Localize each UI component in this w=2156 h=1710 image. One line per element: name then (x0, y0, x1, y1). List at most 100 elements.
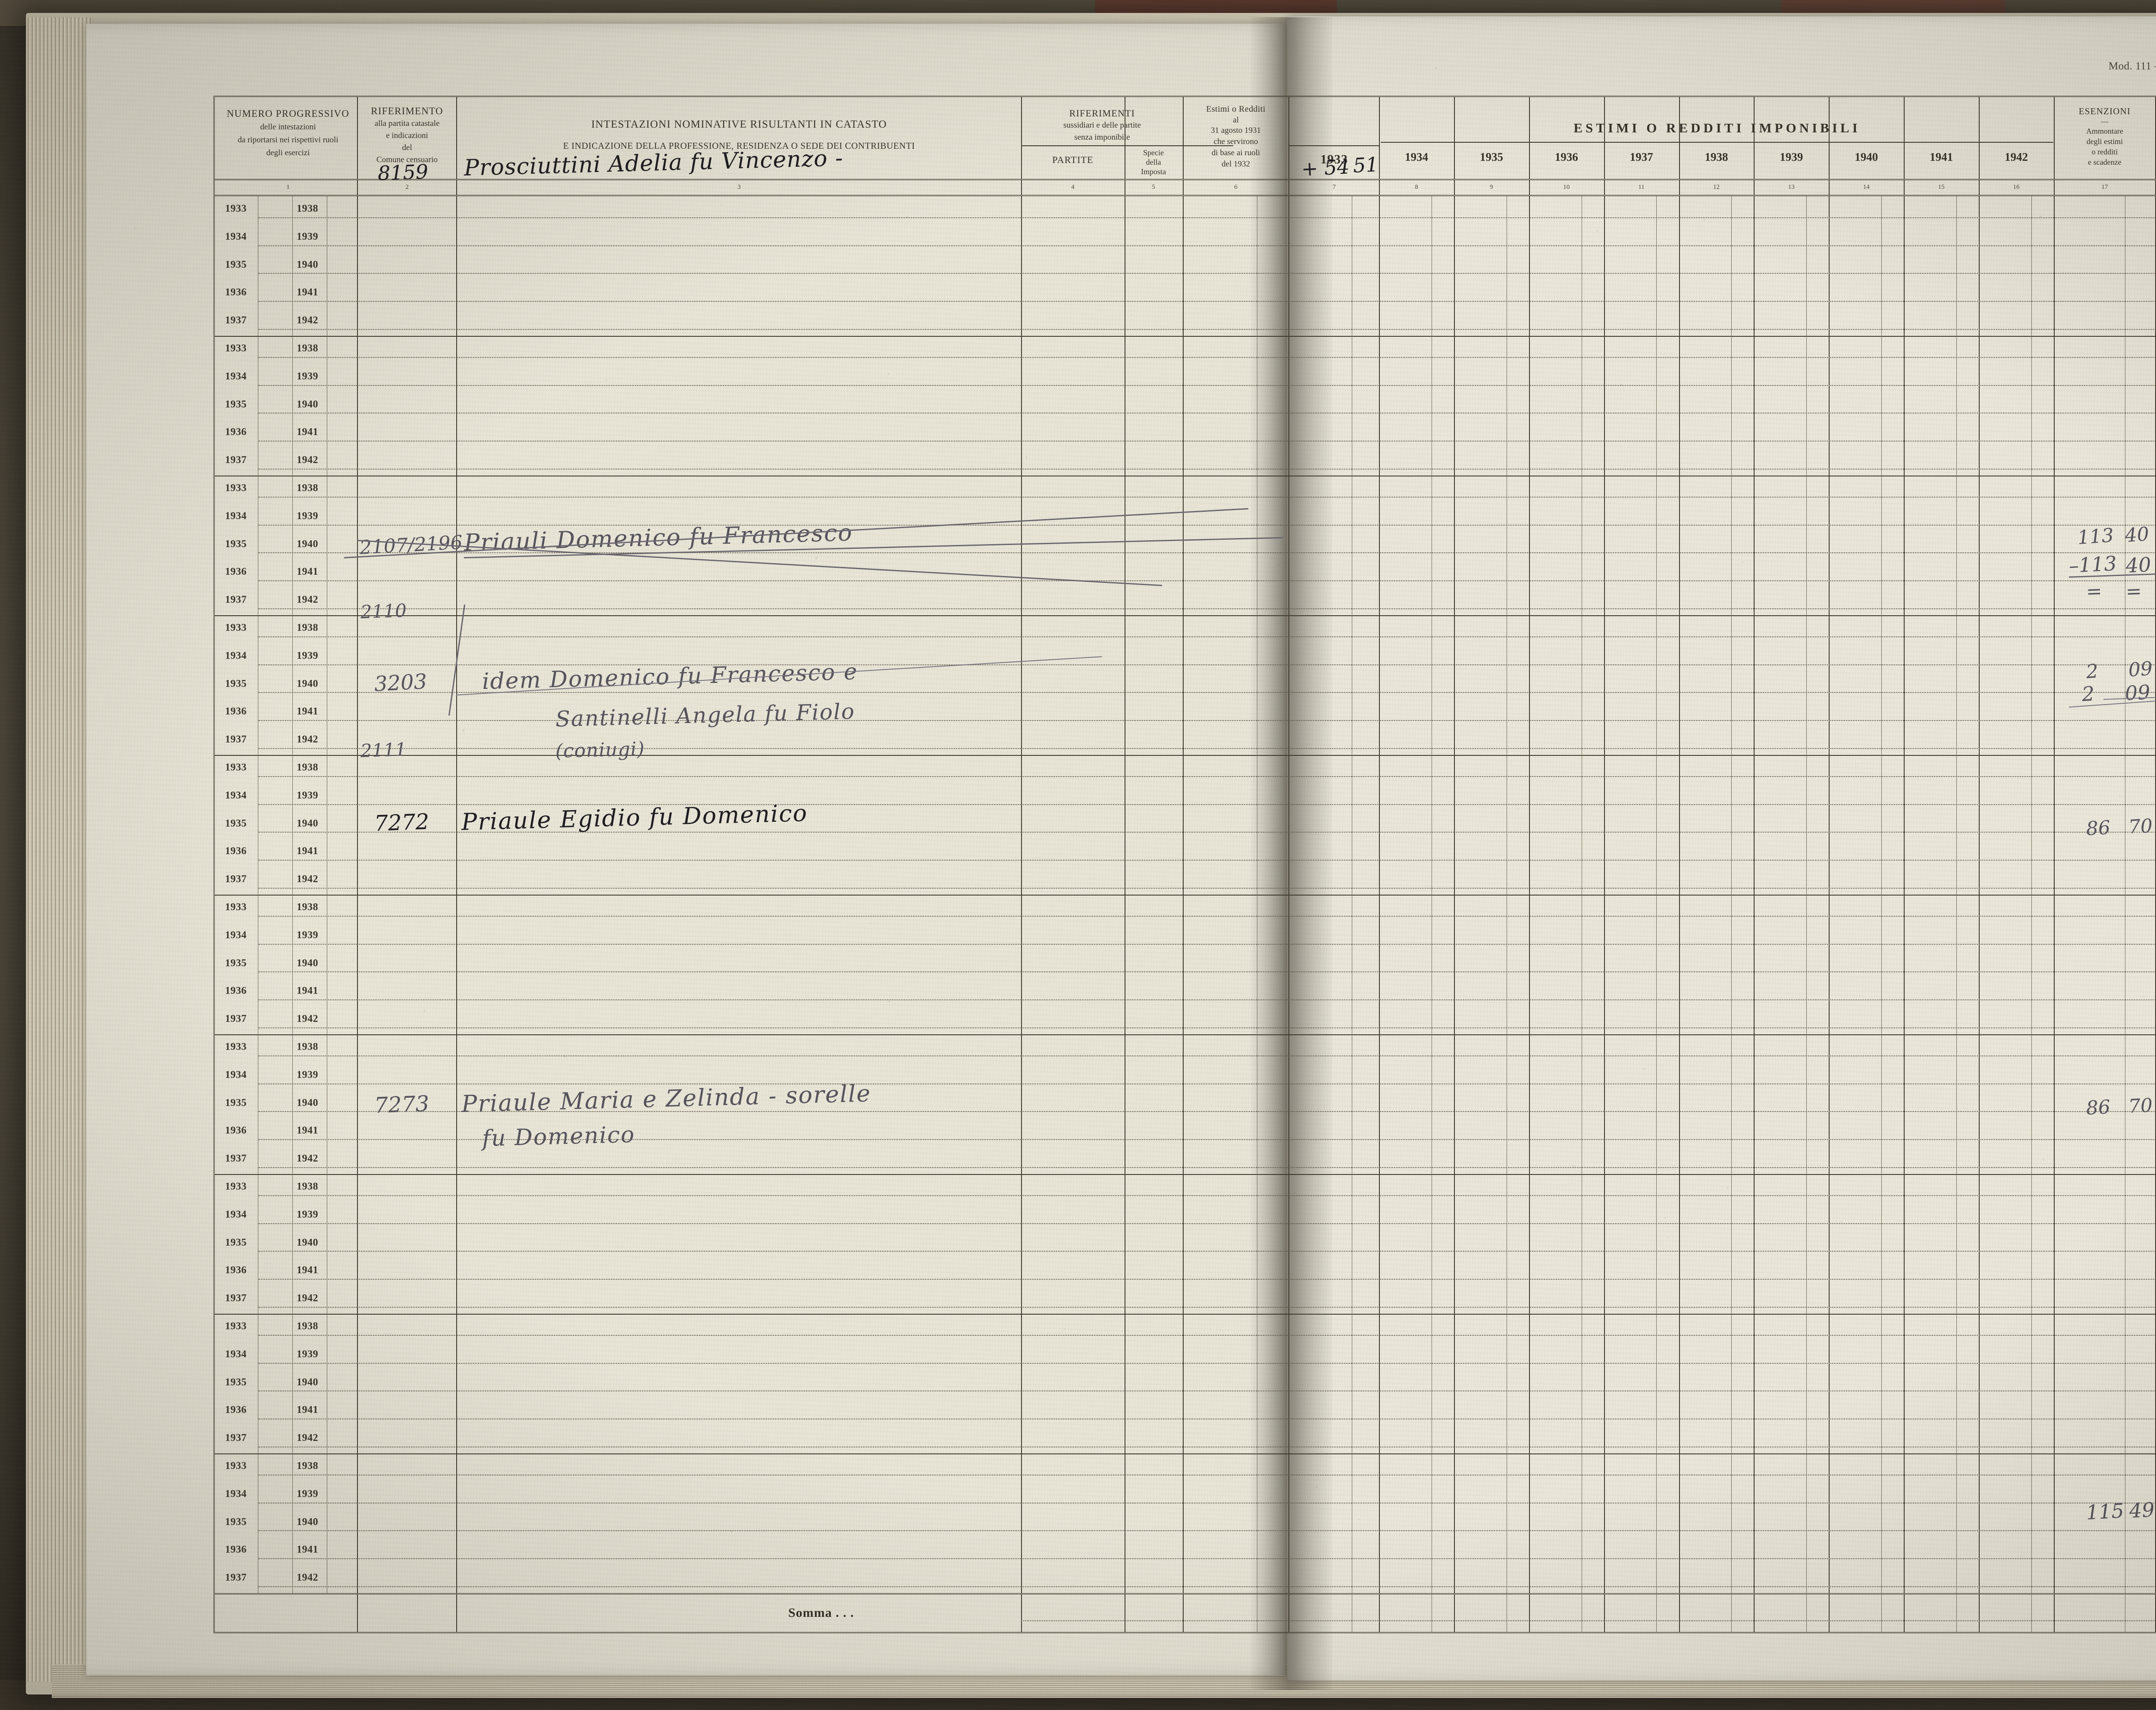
col3-subtitle: E INDICAZIONE DELLA PROFESSIONE, RESIDEN… (459, 140, 1019, 152)
cent-divider (1806, 1594, 1807, 1632)
colnum-6: 6 (1184, 184, 1288, 191)
ledger-block: 1933 1938 1934 1939 1935 1940 1936 1941 1937 1942 (215, 615, 2156, 755)
col2-line3: del (359, 143, 455, 153)
row-year-right: 1941 (297, 1265, 318, 1276)
row-dotted-line (258, 469, 2156, 470)
row-year-right: 1942 (297, 315, 318, 326)
row-dotted-line (258, 860, 2156, 861)
paper-speck (1448, 743, 1449, 745)
row-dotted-line (258, 1335, 2156, 1336)
red-binding-patch-2 (1781, 0, 2005, 13)
row-year-left: 1933 (225, 482, 247, 494)
block-divider (215, 615, 2156, 616)
row-year-left: 1937 (225, 594, 247, 606)
row-year-right: 1940 (297, 259, 318, 271)
paper-speck (1573, 1165, 1575, 1167)
paper-speck (1643, 1068, 1645, 1070)
row-year-right: 1938 (297, 343, 318, 354)
year-column-rule (1829, 1594, 1830, 1632)
row-dotted-line (258, 1027, 2156, 1028)
row-year-right: 1941 (297, 1125, 318, 1137)
row-dotted-line (258, 552, 2156, 553)
table-body: 1933 1938 1934 1939 1935 1940 1936 1941 1937 1942… (215, 196, 2156, 1631)
paper-speck (1652, 799, 1654, 800)
year-column-rule (1979, 1594, 1980, 1632)
ledger-block: 1933 1938 1934 1939 1935 1940 1936 1941 1937 1942 (215, 1453, 2156, 1593)
row-year-right: 1939 (297, 371, 318, 382)
col6-line6: del 1932 (1184, 159, 1288, 169)
row-year-left: 1935 (225, 958, 247, 969)
col3-title: INTESTAZIONI NOMINATIVE RISULTANTI IN CA… (459, 118, 1019, 132)
row-year-left: 1933 (225, 1041, 247, 1053)
row-year-left: 1937 (225, 315, 247, 326)
paper-speck (1597, 230, 1598, 232)
paper-speck (925, 328, 926, 329)
row-year-right: 1941 (297, 287, 318, 298)
row-year-left: 1937 (225, 1013, 247, 1025)
summary-dotted-line (1021, 1620, 2156, 1621)
row-dotted-line (258, 1586, 2156, 1587)
row-year-right: 1939 (297, 1069, 318, 1081)
row-dotted-line (258, 888, 2156, 889)
row-dotted-line (258, 525, 2156, 526)
year-column-rule (1754, 1594, 1755, 1632)
row-dotted-line (258, 720, 2156, 721)
row-dotted-line (258, 273, 2156, 274)
paper-speck (2043, 1159, 2044, 1161)
ledger-block: 1933 1938 1934 1939 1935 1940 1936 1941 1937 1942 (215, 895, 2156, 1034)
row-year-right: 1940 (297, 1516, 318, 1528)
ledger-block: 1933 1938 1934 1939 1935 1940 1936 1941 1937 1942 (215, 1314, 2156, 1453)
row-dotted-line (258, 441, 2156, 442)
row-year-left: 1933 (225, 622, 247, 634)
row-year-left: 1934 (225, 930, 247, 941)
row-year-left: 1934 (225, 790, 247, 802)
row-dotted-line (258, 1223, 2156, 1224)
row-year-left: 1936 (225, 1125, 247, 1137)
paper-speck (423, 1010, 426, 1012)
block-divider (215, 1034, 2156, 1035)
estimi-banner: ESTIMI O REDDITI IMPONIBILI (1381, 119, 2053, 137)
row-year-right: 1940 (297, 1237, 318, 1249)
row-year-right: 1942 (297, 594, 318, 606)
document-scan: Mod. 111 – Imposte Dirette (Intercalare)… (0, 0, 2156, 1710)
paper-speck (870, 922, 871, 923)
paper-speck (1729, 79, 1730, 81)
row-year-right: 1939 (297, 1488, 318, 1500)
row-dotted-line (258, 329, 2156, 330)
block-divider (215, 1453, 2156, 1454)
year-column-rule (1604, 1594, 1605, 1632)
row-year-right: 1940 (297, 1097, 318, 1109)
ledger-block: 1933 1938 1934 1939 1935 1940 1936 1941 1937 1942 (215, 755, 2156, 895)
row-year-right: 1938 (297, 762, 318, 774)
row-year-right: 1942 (297, 454, 318, 466)
row-year-right: 1938 (297, 1041, 318, 1053)
row-dotted-line (258, 1307, 2156, 1308)
row-year-right: 1941 (297, 985, 318, 997)
row-dotted-line (258, 301, 2156, 302)
year-header-1934: 1934 (1379, 150, 1454, 165)
row-year-left: 1934 (225, 510, 247, 522)
col6-line5: di base ai ruoli (1184, 148, 1288, 158)
block-divider (215, 1174, 2156, 1175)
row-year-right: 1938 (297, 1460, 318, 1472)
paper-speck (1667, 1237, 1669, 1238)
column-rule (1021, 1594, 1022, 1632)
paper-speck (1664, 1217, 1666, 1218)
paper-speck (2120, 1620, 2122, 1622)
row-dotted-line (258, 1167, 2156, 1168)
row-year-left: 1934 (225, 231, 247, 243)
row-dotted-line (258, 1530, 2156, 1531)
colnum-5: 5 (1125, 184, 1181, 191)
paper-speck (730, 1531, 733, 1533)
col2-line4: Comune censuario (357, 155, 457, 165)
paper-speck (1133, 1503, 1134, 1504)
paper-speck (721, 204, 722, 206)
row-year-right: 1941 (297, 846, 318, 857)
row-year-left: 1934 (225, 1349, 247, 1360)
col6-line2: al (1184, 115, 1288, 125)
cent-divider (1731, 1594, 1732, 1632)
ledger-block: 1933 1938 1934 1939 1935 1940 1936 1941 1937 1942 (215, 476, 2156, 615)
paper-speck (1316, 1486, 1318, 1488)
row-year-left: 1937 (225, 874, 247, 885)
cent-divider (1656, 1594, 1657, 1632)
